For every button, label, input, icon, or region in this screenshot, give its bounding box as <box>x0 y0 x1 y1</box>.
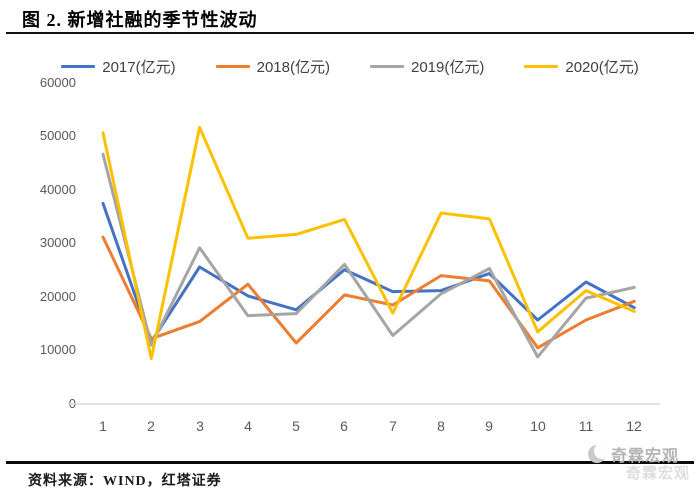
x-tick-2: 2 <box>147 418 155 434</box>
y-tick-10000: 10000 <box>39 342 76 357</box>
x-tick-12: 12 <box>626 418 642 434</box>
y-tick-40000: 40000 <box>39 182 76 197</box>
x-tick-9: 9 <box>485 418 493 434</box>
legend-item-2020: 2020(亿元) <box>524 56 639 77</box>
legend-line-swatch-2018 <box>215 65 250 68</box>
legend-label: 2018(亿元) <box>256 59 330 76</box>
legend-label: 2020(亿元) <box>565 59 639 76</box>
y-tick-20000: 20000 <box>39 289 76 304</box>
x-tick-8: 8 <box>437 418 445 434</box>
x-tick-7: 7 <box>389 418 397 434</box>
legend-label: 2019(亿元) <box>411 59 485 76</box>
legend-line-swatch-2019 <box>370 65 404 68</box>
chart-legend: 2017(亿元) 2018(亿元) 2019(亿元) 2020(亿元) <box>0 56 700 77</box>
watermark-text-shadow: 奇霖宏观 <box>626 465 691 482</box>
legend-item-2019: 2019(亿元) <box>370 56 484 77</box>
series-line-2017(亿元) <box>101 201 636 344</box>
watermark: 奇霖宏观 奇霖宏观 <box>588 442 698 488</box>
legend-label: 2017(亿元) <box>102 59 176 76</box>
x-tick-10: 10 <box>530 418 546 434</box>
crescent-logo-icon <box>588 445 606 463</box>
y-tick-50000: 50000 <box>39 128 76 143</box>
x-tick-5: 5 <box>292 418 300 434</box>
series-line-2020(亿元) <box>101 125 636 360</box>
chart-title: 图 2. 新增社融的季节性波动 <box>22 10 258 30</box>
legend-line-swatch-2020 <box>524 65 559 68</box>
watermark-text: 奇霖宏观 <box>611 448 680 465</box>
series-line-2019(亿元) <box>101 152 636 359</box>
title-underline <box>6 32 694 34</box>
x-tick-6: 6 <box>340 418 348 434</box>
legend-item-2018: 2018(亿元) <box>215 56 330 77</box>
x-tick-11: 11 <box>578 418 594 434</box>
y-tick-60000: 60000 <box>39 75 76 90</box>
legend-line-swatch-2017 <box>61 65 96 68</box>
x-tick-1: 1 <box>99 418 107 434</box>
y-tick-30000: 30000 <box>39 235 76 250</box>
x-tick-4: 4 <box>244 418 252 434</box>
footer-divider <box>6 461 694 464</box>
x-tick-3: 3 <box>196 418 204 434</box>
source-note: 资料来源：WIND，红塔证券 <box>28 474 222 489</box>
legend-item-2017: 2017(亿元) <box>61 56 176 77</box>
